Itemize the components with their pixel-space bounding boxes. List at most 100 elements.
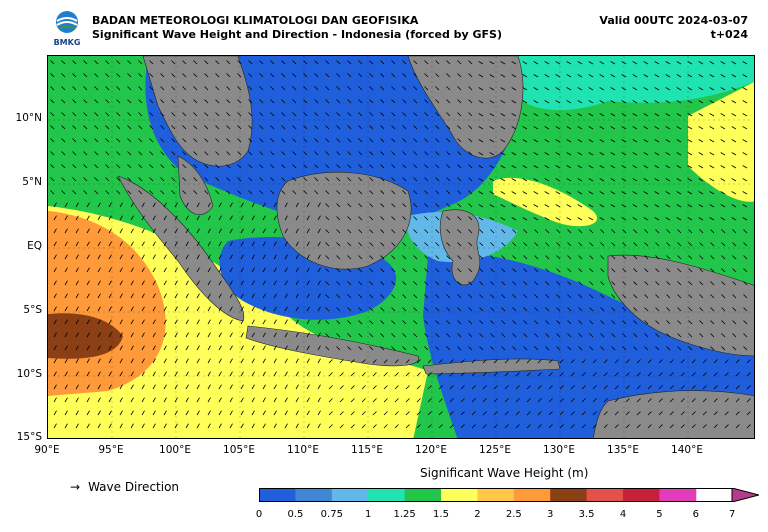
wave-arrow (105, 125, 110, 130)
colorbar-swatch (550, 488, 588, 502)
wave-arrow (600, 320, 605, 325)
lon-label-90e: 90°E (34, 444, 60, 456)
wave-arrow (83, 190, 88, 195)
wave-arrow (654, 204, 660, 208)
wave-arrow (622, 255, 627, 260)
wave-arrow (570, 398, 575, 403)
wave-arrow (273, 241, 277, 247)
wave-arrow (588, 61, 594, 65)
wave-arrow (743, 281, 748, 286)
wave-arrow (152, 358, 156, 364)
wave-arrow (295, 254, 299, 260)
wave-arrow (182, 164, 187, 169)
land-sulawesi (439, 209, 481, 286)
wave-arrow (435, 346, 440, 351)
wave-arrow (325, 151, 330, 156)
wave-arrow (237, 60, 242, 65)
wave-arrow (709, 217, 715, 221)
wave-arrow (687, 100, 693, 104)
wave-arrow (611, 242, 616, 247)
wave-arrow (262, 371, 266, 377)
wave-arrow (603, 411, 608, 416)
wave-arrow (53, 358, 57, 364)
wave-arrow (666, 268, 671, 273)
wave-arrow (75, 254, 79, 260)
wave-arrow (270, 112, 275, 117)
wave-arrow (273, 215, 277, 221)
wave-arrow (270, 86, 275, 91)
wave-arrow (369, 86, 374, 91)
wave-arrow (446, 333, 451, 338)
wave-arrow (460, 359, 465, 364)
wave-arrow (482, 359, 487, 364)
wave-arrow (141, 267, 145, 273)
wave-arrow (325, 99, 330, 104)
wave-arrow (501, 320, 506, 325)
wave-arrow (284, 228, 288, 234)
wave-arrow (603, 359, 608, 364)
wave-arrow (732, 242, 737, 247)
wave-arrow (614, 385, 619, 390)
wave-arrow (676, 61, 682, 65)
wave-arrow (578, 229, 583, 234)
wave-arrow (281, 177, 286, 182)
wave-arrow (500, 178, 506, 182)
wave-arrow (86, 371, 90, 377)
wave-arrow (523, 255, 528, 260)
wave-arrow (358, 255, 363, 260)
wave-arrow (72, 151, 77, 156)
wave-arrow (251, 293, 255, 299)
wave-arrow (83, 60, 88, 65)
wave-arrow (457, 281, 462, 286)
wave-arrow (251, 345, 255, 351)
wave-arrow (64, 358, 68, 364)
wave-arrow (742, 113, 748, 117)
wave-arrow (468, 281, 473, 286)
wave-arrow (306, 280, 310, 286)
wave-arrow (534, 242, 539, 247)
wave-arrow (380, 164, 385, 169)
wave-arrow (643, 113, 649, 117)
wave-arrow (732, 294, 737, 299)
wave-arrow (163, 397, 167, 403)
wave-arrow (427, 359, 432, 364)
wave-arrow (589, 307, 594, 312)
wave-arrow (698, 113, 704, 117)
wave-arrow (735, 385, 740, 390)
wave-arrow (570, 385, 575, 390)
wave-arrow (589, 320, 594, 325)
wave-arrow (468, 60, 473, 65)
wave-arrow (383, 359, 388, 364)
wave-arrow (567, 242, 572, 247)
wave-arrow (306, 345, 310, 351)
wave-arrow (94, 190, 99, 195)
wave-arrow (369, 242, 374, 247)
wave-arrow (116, 112, 121, 117)
wave-arrow (152, 254, 156, 260)
wave-arrow (383, 372, 388, 377)
wave-arrow (610, 165, 616, 169)
wave-arrow (577, 74, 583, 78)
wave-arrow (632, 165, 638, 169)
wave-arrow (325, 307, 330, 312)
wave-arrow (460, 424, 465, 429)
wave-arrow (229, 215, 233, 221)
wave-arrow (669, 411, 674, 416)
wave-arrow (405, 385, 410, 390)
wave-arrow (468, 294, 473, 299)
wave-arrow (416, 398, 421, 403)
wave-arrow (141, 410, 145, 416)
wave-arrow (391, 125, 396, 130)
wave-arrow (427, 424, 432, 429)
wave-arrow (295, 215, 299, 221)
wave-arrow (633, 294, 638, 299)
wave-arrow (468, 203, 473, 208)
wave-arrow (490, 294, 495, 299)
wave-arrow (53, 332, 57, 338)
wave-arrow (413, 307, 418, 312)
wave-arrow (523, 281, 528, 286)
wave-arrow (207, 280, 211, 286)
wave-arrow (196, 215, 200, 221)
wave-arrow (306, 410, 310, 416)
wave-arrow (108, 202, 112, 208)
